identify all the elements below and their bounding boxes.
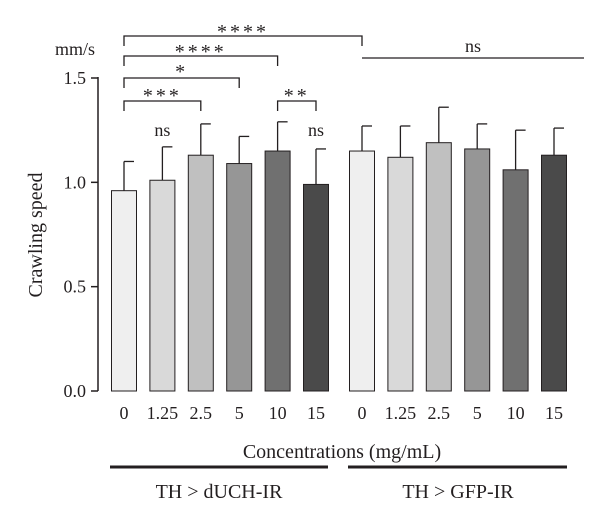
- comparison-label-0: ****: [217, 21, 269, 43]
- comparison-bracket-2: [123, 77, 240, 88]
- x-tick-label-g1-0: 0: [358, 403, 367, 423]
- comparison-label-4: **: [284, 85, 310, 107]
- bar-g1-5: [541, 154, 567, 392]
- ns-label-1: ns: [308, 120, 324, 140]
- comparison-bracket-1: [123, 55, 279, 66]
- comparison-bracket-3: [123, 100, 202, 111]
- comparison-label-1: ****: [175, 41, 227, 63]
- bar-g0-3: [226, 163, 253, 392]
- x-tick-label-g0-1: 1.25: [147, 403, 179, 423]
- x-tick-label-g0-5: 15: [307, 403, 325, 423]
- x-tick-label-g0-0: 0: [120, 403, 129, 423]
- bar-g0-1: [149, 179, 176, 392]
- comparison-label-5: ns: [465, 36, 481, 56]
- x-tick-label-g1-4: 10: [507, 403, 525, 423]
- comparison-bracket-0: [123, 35, 363, 46]
- bar-g0-0: [111, 190, 137, 392]
- x-tick-label-g0-2: 2.5: [190, 403, 213, 423]
- bar-g1-2: [425, 142, 452, 392]
- ns-label-0: ns: [154, 120, 170, 140]
- y-tick-label-1: 0.5: [64, 277, 87, 297]
- bar-g0-5: [303, 183, 329, 392]
- bar-g1-3: [464, 148, 491, 392]
- group-label-gfp: TH > GFP-IR: [402, 481, 514, 503]
- bar-g0-4: [264, 150, 291, 392]
- bar-g1-0: [349, 150, 375, 392]
- x-tick-label-g0-4: 10: [269, 403, 287, 423]
- bar-g1-1: [387, 156, 414, 392]
- comparison-label-2: *: [175, 61, 188, 83]
- x-tick-label-g1-1: 1.25: [385, 403, 417, 423]
- comparison-label-3: ***: [143, 85, 182, 107]
- x-tick-label-g1-5: 15: [545, 403, 563, 423]
- x-tick-label-g1-2: 2.5: [428, 403, 451, 423]
- y-unit-label: mm/s: [55, 39, 95, 59]
- x-axis-label: Concentrations (mg/mL): [243, 441, 441, 463]
- y-tick-label-0: 0.0: [64, 381, 87, 401]
- x-tick-label-g1-3: 5: [473, 403, 482, 423]
- y-axis-label: Crawling speed: [25, 173, 47, 298]
- y-tick-label-3: 1.5: [64, 68, 87, 88]
- y-tick-label-2: 1.0: [64, 172, 87, 192]
- group-label-duch: TH > dUCH-IR: [156, 481, 283, 503]
- x-tick-label-g0-3: 5: [235, 403, 244, 423]
- bar-g1-4: [502, 169, 529, 392]
- bar-g0-2: [187, 154, 214, 392]
- comparison-bracket-4: [276, 100, 317, 111]
